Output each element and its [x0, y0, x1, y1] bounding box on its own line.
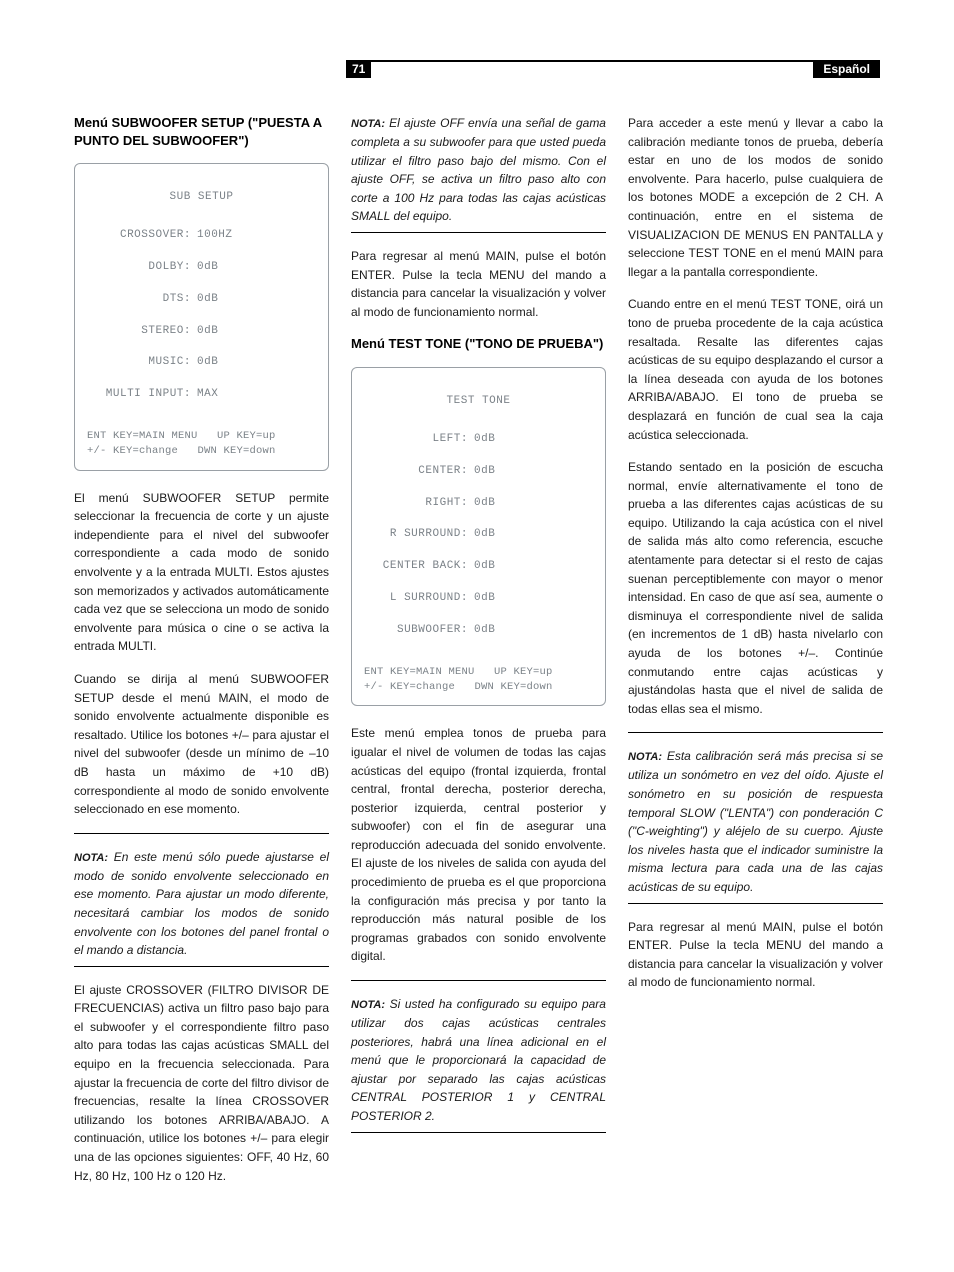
osd-val: 0dB [474, 591, 495, 607]
osd-val: 100HZ [197, 228, 233, 244]
osd-key: STEREO: [87, 324, 197, 340]
note-label: NOTA: [351, 118, 385, 130]
separator [74, 966, 329, 967]
osd-key: CENTER: [364, 464, 474, 480]
paragraph: Para regresar al menú MAIN, pulse el bot… [628, 918, 883, 992]
osd-sub-setup: SUB SETUP CROSSOVER:100HZ DOLBY:0dB DTS:… [74, 163, 329, 471]
osd-val: 0dB [197, 260, 218, 276]
osd-key: L SURROUND: [364, 591, 474, 607]
header-rule [371, 60, 813, 78]
osd-key: SUBWOOFER: [364, 623, 474, 639]
note: NOTA: Si usted ha configurado su equipo … [351, 995, 606, 1126]
osd-key: MULTI INPUT: [87, 387, 197, 403]
note-label: NOTA: [74, 852, 108, 864]
osd-val: MAX [197, 387, 218, 403]
separator [74, 833, 329, 834]
osd-val: 0dB [197, 355, 218, 371]
columns: Menú SUBWOOFER SETUP ("PUESTA A PUNTO DE… [74, 114, 880, 1199]
column-2: NOTA: El ajuste OFF envía una señal de g… [351, 114, 606, 1199]
osd-key: CENTER BACK: [364, 559, 474, 575]
osd-key: LEFT: [364, 432, 474, 448]
osd-title: TEST TONE [364, 394, 593, 410]
osd-val: 0dB [197, 292, 218, 308]
osd-title: SUB SETUP [87, 190, 316, 206]
osd-val: 0dB [474, 559, 495, 575]
page-number: 71 [346, 60, 371, 78]
note-text: En este menú sólo puede ajustarse el mod… [74, 850, 329, 957]
header-spacer [74, 60, 346, 78]
paragraph: Para regresar al menú MAIN, pulse el bot… [351, 247, 606, 321]
paragraph: Para acceder a este menú y llevar a cabo… [628, 114, 883, 281]
column-3: Para acceder a este menú y llevar a cabo… [628, 114, 883, 1199]
note: NOTA: Esta calibración será más precisa … [628, 747, 883, 896]
separator [351, 1132, 606, 1133]
header-language: Español [813, 60, 880, 78]
header-bar: 71 Español [74, 60, 880, 78]
osd-val: 0dB [474, 464, 495, 480]
paragraph: Estando sentado en la posición de escuch… [628, 458, 883, 718]
osd-val: 0dB [197, 324, 218, 340]
paragraph: Cuando entre en el menú TEST TONE, oirá … [628, 295, 883, 444]
osd-footer: ENT KEY=MAIN MENU UP KEY=up [87, 429, 316, 444]
note-label: NOTA: [628, 751, 662, 763]
separator [628, 732, 883, 733]
osd-key: MUSIC: [87, 355, 197, 371]
osd-val: 0dB [474, 432, 495, 448]
osd-key: DOLBY: [87, 260, 197, 276]
paragraph: El menú SUBWOOFER SETUP permite seleccio… [74, 489, 329, 656]
osd-key: CROSSOVER: [87, 228, 197, 244]
osd-footer: ENT KEY=MAIN MENU UP KEY=up [364, 665, 593, 680]
page: 71 Español Menú SUBWOOFER SETUP ("PUESTA… [0, 0, 954, 1259]
osd-val: 0dB [474, 527, 495, 543]
note-label: NOTA: [351, 999, 385, 1011]
osd-key: RIGHT: [364, 496, 474, 512]
paragraph: El ajuste CROSSOVER (FILTRO DIVISOR DE F… [74, 981, 329, 1186]
note: NOTA: En este menú sólo puede ajustarse … [74, 848, 329, 960]
osd-footer: +/- KEY=change DWN KEY=down [364, 680, 593, 695]
note-text: Si usted ha configurado su equipo para u… [351, 997, 606, 1123]
note: NOTA: El ajuste OFF envía una señal de g… [351, 114, 606, 226]
note-text: Esta calibración será más precisa si se … [628, 749, 883, 894]
osd-test-tone: TEST TONE LEFT:0dB CENTER:0dB RIGHT:0dB … [351, 367, 606, 706]
osd-key: DTS: [87, 292, 197, 308]
osd-key: R SURROUND: [364, 527, 474, 543]
osd-footer: +/- KEY=change DWN KEY=down [87, 444, 316, 459]
separator [628, 903, 883, 904]
heading-test-tone: Menú TEST TONE ("TONO DE PRUEBA") [351, 335, 606, 353]
separator [351, 980, 606, 981]
column-1: Menú SUBWOOFER SETUP ("PUESTA A PUNTO DE… [74, 114, 329, 1199]
paragraph: Cuando se dirija al menú SUBWOOFER SETUP… [74, 670, 329, 819]
osd-val: 0dB [474, 623, 495, 639]
separator [351, 232, 606, 233]
note-text: El ajuste OFF envía una señal de gama co… [351, 116, 606, 223]
heading-subwoofer-setup: Menú SUBWOOFER SETUP ("PUESTA A PUNTO DE… [74, 114, 329, 149]
osd-val: 0dB [474, 496, 495, 512]
paragraph: Este menú emplea tonos de prueba para ig… [351, 724, 606, 966]
